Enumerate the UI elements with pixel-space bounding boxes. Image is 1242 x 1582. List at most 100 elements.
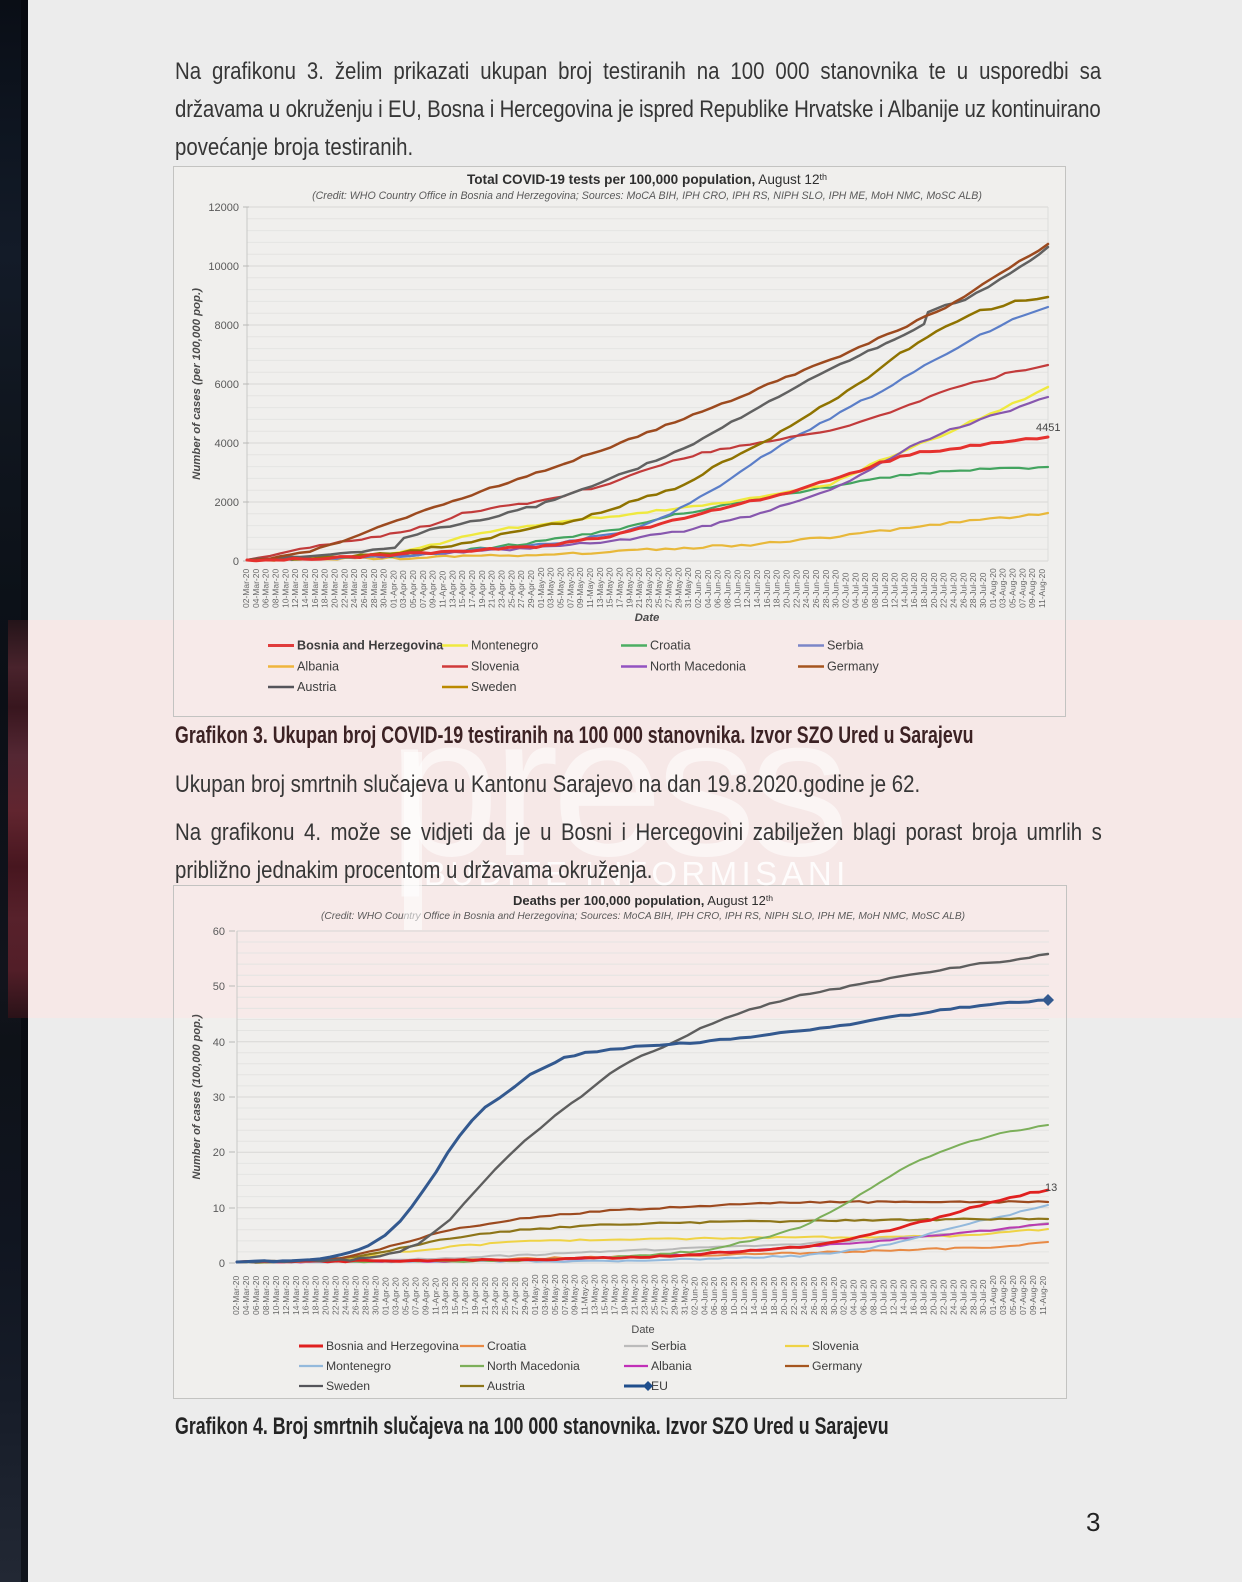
svg-text:28-Mar-20: 28-Mar-20: [361, 1276, 371, 1315]
svg-text:14-Jul-20: 14-Jul-20: [899, 1279, 909, 1315]
svg-text:30-Jun-20: 30-Jun-20: [831, 569, 841, 608]
svg-text:Sweden: Sweden: [471, 680, 517, 694]
svg-text:04-Mar-20: 04-Mar-20: [251, 569, 261, 608]
svg-text:30-Mar-20: 30-Mar-20: [371, 1276, 381, 1315]
svg-text:02-Jun-20: 02-Jun-20: [689, 1276, 699, 1315]
svg-text:Austria: Austria: [297, 680, 336, 694]
svg-text:25-May-20: 25-May-20: [654, 567, 664, 608]
svg-text:03-May-20: 03-May-20: [540, 1274, 550, 1315]
svg-text:12-Mar-20: 12-Mar-20: [290, 569, 300, 608]
svg-text:21-Apr-20: 21-Apr-20: [480, 1277, 490, 1315]
svg-text:60: 60: [213, 926, 225, 938]
svg-text:14-Jul-20: 14-Jul-20: [899, 572, 909, 608]
svg-text:28-Mar-20: 28-Mar-20: [369, 569, 379, 608]
svg-text:Croatia: Croatia: [487, 1339, 527, 1353]
svg-text:4451: 4451: [1036, 422, 1060, 434]
svg-text:11-May-20: 11-May-20: [585, 568, 595, 608]
svg-text:14-Jun-20: 14-Jun-20: [752, 569, 762, 608]
svg-text:07-Aug-20: 07-Aug-20: [1018, 1275, 1028, 1315]
svg-text:25-Apr-20: 25-Apr-20: [500, 1277, 510, 1315]
svg-text:21-May-20: 21-May-20: [630, 1274, 640, 1315]
svg-text:18-Jul-20: 18-Jul-20: [918, 1279, 928, 1315]
svg-text:50: 50: [213, 981, 225, 993]
svg-text:8000: 8000: [215, 320, 239, 332]
svg-text:05-May-20: 05-May-20: [550, 1274, 560, 1315]
svg-text:04-Jul-20: 04-Jul-20: [850, 572, 860, 608]
svg-text:16-Mar-20: 16-Mar-20: [301, 1276, 311, 1315]
svg-text:03-Aug-20: 03-Aug-20: [998, 1275, 1008, 1315]
svg-text:08-Jul-20: 08-Jul-20: [869, 1279, 879, 1315]
svg-text:22-Mar-20: 22-Mar-20: [331, 1276, 341, 1315]
svg-text:08-Mar-20: 08-Mar-20: [261, 1276, 271, 1315]
svg-text:North Macedonia: North Macedonia: [650, 660, 746, 674]
svg-text:02-Mar-20: 02-Mar-20: [231, 1276, 241, 1315]
svg-text:16-Jun-20: 16-Jun-20: [759, 1276, 769, 1315]
svg-text:09-Aug-20: 09-Aug-20: [1028, 1275, 1038, 1315]
svg-text:20-Jul-20: 20-Jul-20: [928, 1279, 938, 1315]
svg-text:22-Jun-20: 22-Jun-20: [791, 569, 801, 608]
svg-text:16-Mar-20: 16-Mar-20: [310, 569, 320, 608]
svg-text:26-Jul-20: 26-Jul-20: [958, 1279, 968, 1315]
svg-text:19-May-20: 19-May-20: [620, 1274, 630, 1315]
svg-text:06-Mar-20: 06-Mar-20: [251, 1276, 261, 1315]
svg-text:0: 0: [219, 1258, 225, 1270]
svg-text:16-Jun-20: 16-Jun-20: [762, 569, 772, 608]
svg-text:23-May-20: 23-May-20: [640, 1274, 650, 1315]
svg-text:6000: 6000: [215, 379, 239, 391]
svg-text:29-May-20: 29-May-20: [669, 1274, 679, 1315]
svg-text:29-Apr-20: 29-Apr-20: [526, 570, 536, 608]
svg-text:01-May-20: 01-May-20: [536, 567, 546, 608]
svg-text:08-Mar-20: 08-Mar-20: [271, 569, 281, 608]
svg-text:12-Jun-20: 12-Jun-20: [742, 569, 752, 608]
svg-text:10-Mar-20: 10-Mar-20: [280, 569, 290, 608]
svg-text:Number of cases (100,000 pop.): Number of cases (100,000 pop.): [191, 1014, 203, 1179]
svg-text:20-Jun-20: 20-Jun-20: [782, 569, 792, 608]
svg-text:Bosnia and Herzegovina: Bosnia and Herzegovina: [326, 1339, 459, 1353]
svg-text:06-Mar-20: 06-Mar-20: [261, 569, 271, 608]
svg-text:14-Jun-20: 14-Jun-20: [749, 1276, 759, 1315]
svg-text:09-May-20: 09-May-20: [575, 567, 585, 608]
svg-text:26-Mar-20: 26-Mar-20: [351, 1276, 361, 1315]
svg-text:06-Jul-20: 06-Jul-20: [859, 1279, 869, 1315]
svg-text:11-Apr-20: 11-Apr-20: [438, 571, 448, 608]
svg-text:02-Mar-20: 02-Mar-20: [241, 569, 251, 608]
svg-text:27-Apr-20: 27-Apr-20: [516, 570, 526, 608]
svg-text:10000: 10000: [208, 261, 239, 273]
svg-text:Total COVID-19 tests per 100,0: Total COVID-19 tests per 100,000 populat…: [467, 172, 827, 187]
svg-text:20-Mar-20: 20-Mar-20: [321, 1276, 331, 1315]
svg-text:Montenegro: Montenegro: [326, 1359, 391, 1373]
svg-text:27-Apr-20: 27-Apr-20: [510, 1277, 520, 1315]
svg-text:Slovenia: Slovenia: [471, 660, 519, 674]
svg-text:10-Jul-20: 10-Jul-20: [879, 1279, 889, 1315]
svg-text:25-Apr-20: 25-Apr-20: [506, 570, 516, 608]
svg-text:15-May-20: 15-May-20: [605, 567, 615, 608]
svg-text:23-Apr-20: 23-Apr-20: [497, 570, 507, 608]
svg-text:Slovenia: Slovenia: [812, 1339, 859, 1353]
svg-text:24-Jun-20: 24-Jun-20: [801, 569, 811, 608]
svg-text:13: 13: [1045, 1182, 1057, 1194]
svg-text:13-Apr-20: 13-Apr-20: [447, 570, 457, 608]
svg-text:21-Apr-20: 21-Apr-20: [487, 570, 497, 608]
svg-text:Date: Date: [631, 1324, 654, 1336]
svg-text:07-Apr-20: 07-Apr-20: [418, 570, 428, 608]
svg-text:28-Jul-20: 28-Jul-20: [968, 572, 978, 608]
svg-text:17-May-20: 17-May-20: [614, 567, 624, 608]
svg-text:18-Jul-20: 18-Jul-20: [919, 572, 929, 608]
svg-text:22-Jul-20: 22-Jul-20: [938, 1279, 948, 1315]
svg-text:27-May-20: 27-May-20: [659, 1274, 669, 1315]
svg-text:24-Mar-20: 24-Mar-20: [341, 1276, 351, 1315]
svg-text:23-Apr-20: 23-Apr-20: [490, 1277, 500, 1315]
svg-text:09-Apr-20: 09-Apr-20: [428, 570, 438, 608]
svg-text:30-Jun-20: 30-Jun-20: [829, 1276, 839, 1315]
svg-text:03-Apr-20: 03-Apr-20: [398, 570, 408, 608]
svg-text:19-Apr-20: 19-Apr-20: [477, 570, 487, 608]
svg-text:28-Jun-20: 28-Jun-20: [821, 569, 831, 608]
svg-text:North Macedonia: North Macedonia: [487, 1359, 580, 1373]
svg-text:Montenegro: Montenegro: [471, 639, 538, 653]
svg-text:13-May-20: 13-May-20: [590, 1274, 600, 1315]
svg-text:11-Aug-20: 11-Aug-20: [1038, 1276, 1048, 1315]
svg-text:Bosnia and Herzegovina: Bosnia and Herzegovina: [297, 639, 444, 653]
svg-text:Serbia: Serbia: [651, 1339, 686, 1353]
svg-text:15-Apr-20: 15-Apr-20: [450, 1277, 460, 1315]
svg-text:Deaths per 100,000 population,: Deaths per 100,000 population, August 12…: [513, 893, 773, 908]
